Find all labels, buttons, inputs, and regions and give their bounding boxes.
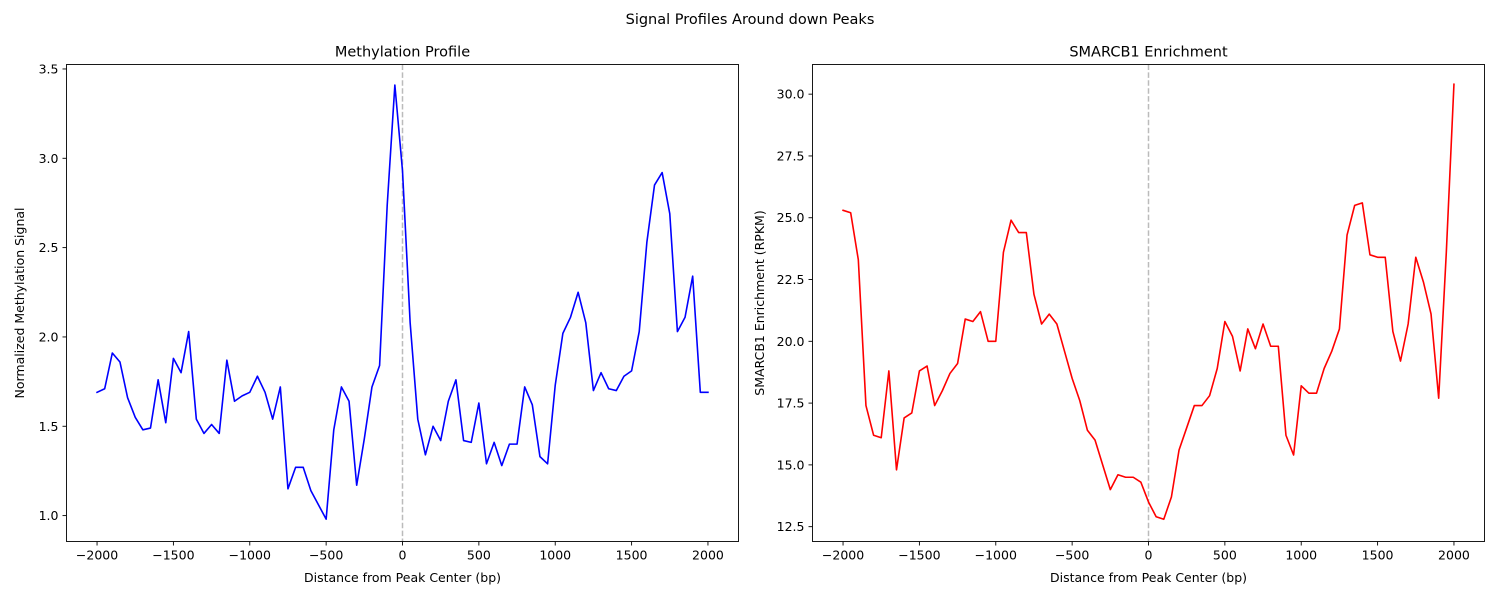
chart1-y-tick-label: 20.0 (777, 334, 805, 349)
chart0-x-tick-label: 1000 (539, 548, 571, 563)
chart1-x-tick-label: 0 (1145, 548, 1153, 563)
chart1-y-tick-label: 27.5 (777, 148, 805, 163)
chart1-x-axis-label: Distance from Peak Center (bp) (1050, 570, 1247, 585)
chart0-x-tick-label: −2000 (76, 548, 118, 563)
chart1-y-tick-label: 17.5 (777, 396, 805, 411)
chart0-y-tick-label: 3.5 (39, 61, 59, 76)
chart1-y-tick-label: 25.0 (777, 210, 805, 225)
chart1-y-tick-label: 12.5 (777, 519, 805, 534)
chart0-x-tick-label: 500 (467, 548, 491, 563)
chart0-title: Methylation Profile (335, 45, 470, 61)
chart0-y-tick-label: 2.0 (39, 329, 59, 344)
chart0-series-line-0 (95, 84, 709, 520)
chart0-y-tick-label: 1.5 (39, 419, 59, 434)
chart0-y-tick-label: 2.5 (39, 240, 59, 255)
chart1-x-tick-label: 500 (1213, 548, 1237, 563)
chart0-x-tick-label: 1500 (616, 548, 648, 563)
chart1-y-tick-label: 30.0 (777, 87, 805, 102)
chart0-x-tick-label: −500 (309, 548, 343, 563)
chart0-y-tick-label: 1.0 (39, 508, 59, 523)
figure-suptitle: Signal Profiles Around down Peaks (626, 12, 875, 28)
chart1-x-tick-label: −2000 (822, 548, 864, 563)
chart1-x-tick-label: −1000 (975, 548, 1017, 563)
methylation-profile-panel: Methylation Profile −2000 −1500 −1000 −500 0 5… (12, 45, 739, 585)
chart0-y-tick-label: 3.0 (39, 151, 59, 166)
smarcb1-enrichment-panel: SMARCB1 Enrichment −2000 −1500 −1000 −500 0 50… (752, 45, 1485, 585)
chart0-x-tick-label: 2000 (692, 548, 724, 563)
chart0-x-axis-label: Distance from Peak Center (bp) (304, 570, 501, 585)
chart1-y-tick-label: 22.5 (777, 272, 805, 287)
chart0-x-tick-label: 0 (399, 548, 407, 563)
chart1-x-tick-label: −500 (1055, 548, 1089, 563)
chart0-y-axis-label: Normalized Methylation Signal (12, 207, 27, 398)
chart1-x-tick-label: 1500 (1362, 548, 1394, 563)
chart1-y-axis-label: SMARCB1 Enrichment (RPKM) (752, 210, 767, 395)
chart0-x-tick-label: −1000 (229, 548, 271, 563)
chart0-x-tick-label: −1500 (152, 548, 194, 563)
chart1-y-tick-label: 15.0 (777, 457, 805, 472)
chart1-x-tick-label: 1000 (1285, 548, 1317, 563)
chart1-title: SMARCB1 Enrichment (1069, 45, 1228, 61)
chart1-x-tick-label: −1500 (898, 548, 940, 563)
chart1-series-line-0 (842, 83, 1455, 521)
chart1-x-tick-label: 2000 (1438, 548, 1470, 563)
